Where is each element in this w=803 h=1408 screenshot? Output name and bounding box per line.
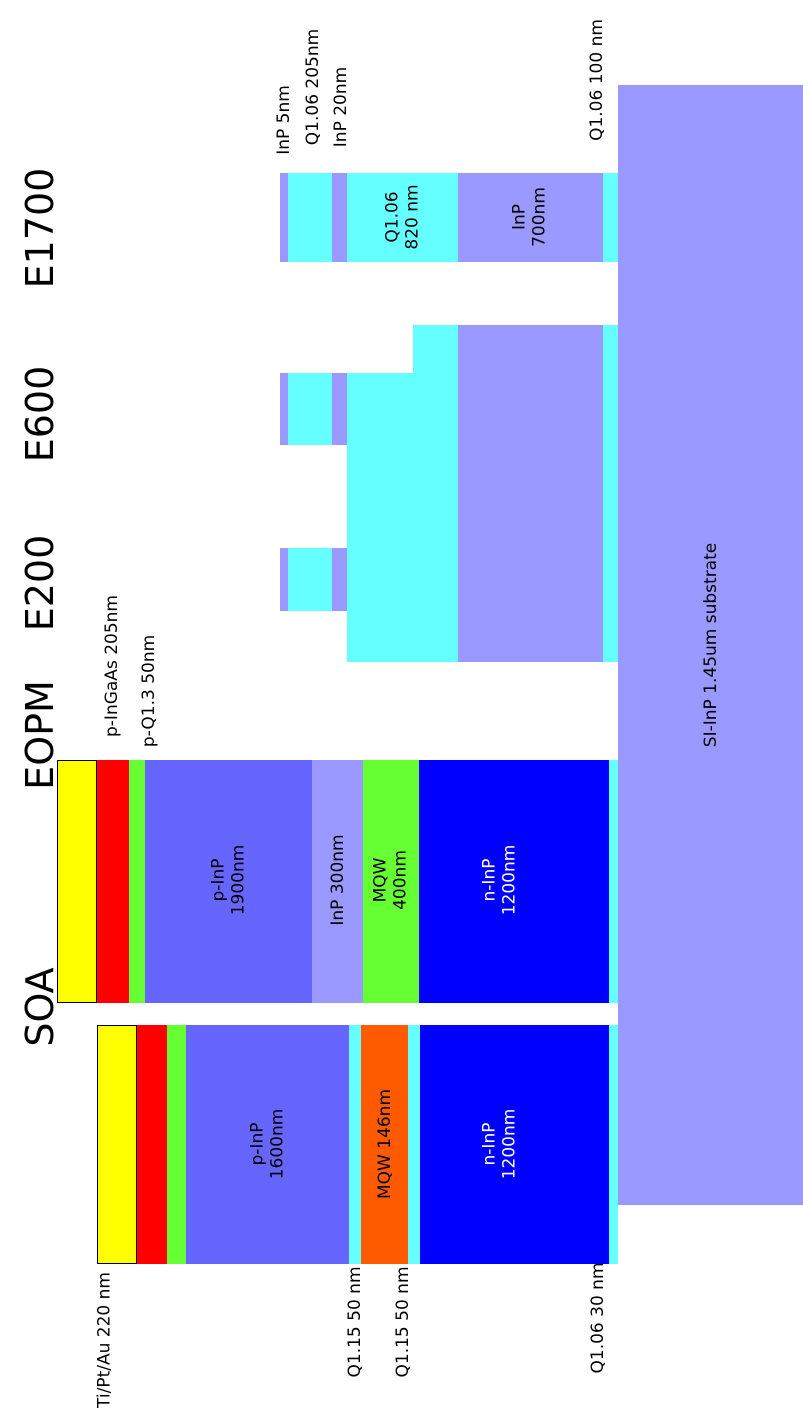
soa-q13-layer (167, 1025, 186, 1264)
e1700-inp-label: InP 700nm (509, 187, 550, 247)
eopm-inp-layer (312, 760, 363, 1003)
eopm-n-inp-layer (419, 760, 609, 1003)
e600-inp-cap-layer (280, 373, 288, 445)
soa-p-ingaas-layer (137, 1025, 167, 1264)
soa-mqw-layer (361, 1025, 408, 1264)
e1700-q106-core-layer (347, 173, 458, 262)
e600-q106-bottom-layer (603, 325, 618, 500)
e600-q106-layer (288, 373, 332, 445)
e200-inp-thin-layer (332, 548, 347, 611)
e200-q106-layer (288, 548, 332, 611)
e600-q106-rib-layer (347, 373, 413, 500)
callout-q115-top: Q1.15 50 nm (344, 1266, 365, 1378)
callout-q106-205: Q1.06 205nm (302, 28, 323, 146)
callout-q115-bottom: Q1.15 50 nm (392, 1266, 413, 1378)
eopm-n-inp-label: n-InP 1200nm (479, 844, 520, 916)
callout-contact: Ti/Pt/Au 220 nm (94, 1272, 115, 1408)
eopm-q13-layer (129, 760, 145, 1003)
e200-inp-cap-layer (280, 548, 288, 611)
column-title-e200: E200 (18, 534, 62, 632)
soa-n-inp-layer (420, 1025, 609, 1264)
callout-p-ingaas: p-InGaAs 205nm (101, 595, 122, 737)
e200-q106-core-layer (347, 500, 458, 662)
e1700-q106-bottom-layer (603, 173, 618, 262)
soa-q115-top-layer (349, 1025, 361, 1264)
callout-inp-20: InP 20nm (330, 66, 351, 148)
substrate-layer (618, 85, 803, 1205)
callout-p-q13: p-Q1.3 50nm (138, 634, 159, 748)
column-title-eopm: EOPM (18, 680, 62, 790)
column-title-e600: E600 (18, 365, 62, 463)
e1700-inp-lower-layer (458, 173, 603, 262)
soa-n-inp-label: n-InP 1200nm (479, 1108, 520, 1180)
eopm-p-ingaas-layer (97, 760, 129, 1003)
e1700-q106-layer (288, 173, 332, 262)
soa-q115-bottom-layer (408, 1025, 420, 1264)
eopm-p-inp-label: p-InP 1900nm (208, 844, 249, 916)
callout-q106-100: Q1.06 100 nm (586, 19, 607, 141)
e1700-inp-cap-layer (280, 173, 288, 262)
soa-p-inp-label: p-InP 1600nm (247, 1108, 288, 1180)
e600-q106-slab-layer (413, 325, 458, 500)
eopm-mqw-label: MQW 400nm (370, 850, 411, 910)
eopm-inp-label: InP 300nm (327, 834, 348, 926)
e1700-inp-thin-layer (332, 173, 347, 262)
column-title-e1700: E1700 (18, 167, 62, 289)
eopm-mqw-layer (363, 760, 419, 1003)
callout-inp-5: InP 5nm (273, 85, 294, 155)
eopm-p-inp-layer (145, 760, 312, 1003)
e1700-q106-label: Q1.06 820 nm (382, 184, 423, 250)
column-title-soa: SOA (18, 967, 62, 1047)
e600-inp-thin-layer (332, 373, 347, 445)
e200-q106-bottom-layer (603, 500, 618, 662)
eopm-contact-layer (57, 760, 97, 1003)
soa-contact-layer (97, 1025, 137, 1264)
e200-inp-lower-layer (458, 500, 603, 662)
e600-inp-lower-layer (458, 325, 603, 500)
substrate-label: SI-InP 1.45um substrate (700, 542, 721, 748)
eopm-q106-layer (609, 760, 618, 1003)
soa-p-inp-layer (186, 1025, 349, 1264)
soa-mqw-label: MQW 146nm (374, 1088, 395, 1200)
soa-q106-layer (609, 1025, 618, 1264)
